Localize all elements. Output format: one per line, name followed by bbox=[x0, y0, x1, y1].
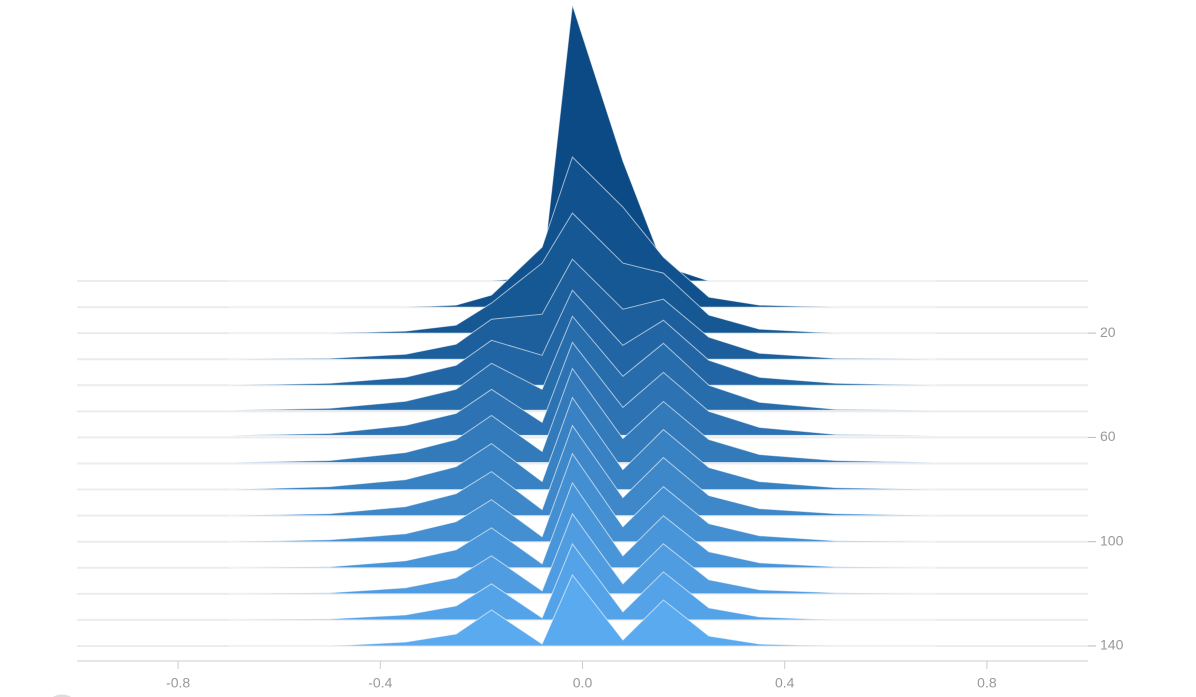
y-tick-label: 140 bbox=[1100, 637, 1124, 653]
ridge-area bbox=[228, 574, 937, 647]
y-tick-label: 100 bbox=[1100, 532, 1124, 548]
ridge-area bbox=[228, 481, 937, 569]
x-tick-label: 0.0 bbox=[573, 675, 593, 691]
y-tick-label: 20 bbox=[1100, 324, 1116, 340]
x-tick-label: 0.4 bbox=[775, 675, 795, 691]
corner-icon bbox=[52, 694, 72, 697]
ridge-area bbox=[228, 512, 937, 595]
ridge-area bbox=[228, 542, 937, 621]
ridge-area bbox=[228, 4, 937, 282]
x-tick-label: 0.8 bbox=[977, 675, 997, 691]
x-tick-label: -0.8 bbox=[166, 675, 190, 691]
y-tick-label: 60 bbox=[1100, 428, 1116, 444]
x-tick-label: -0.4 bbox=[368, 675, 392, 691]
